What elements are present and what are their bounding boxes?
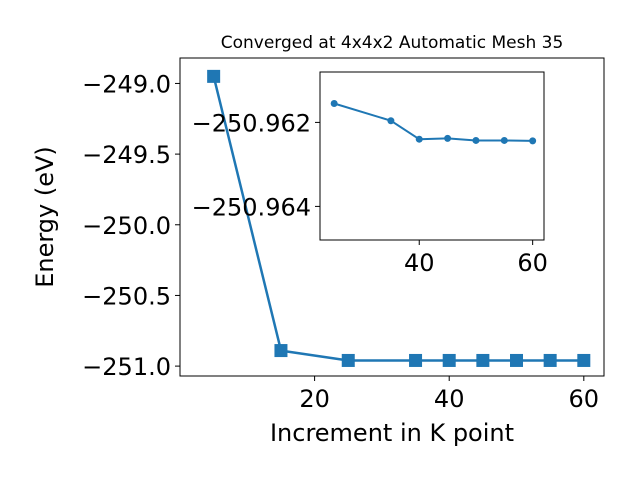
inset-y-tick-label: −250.962	[192, 109, 311, 137]
main-x-tick-label: 60	[569, 385, 600, 413]
main-data-point	[577, 353, 591, 367]
main-y-ticks: −251.0 −250.5 −250.0 −249.5 −249.0	[82, 70, 180, 381]
inset-data-point	[444, 134, 452, 142]
main-plot-area	[179, 57, 605, 377]
inset-y-ticks: −250.964 −250.962	[192, 109, 320, 221]
inset-plot-area	[319, 71, 545, 241]
y-axis-title: Energy (eV)	[31, 146, 59, 288]
main-data-point	[442, 353, 456, 367]
inset-chart: 40 60 −250.964 −250.962	[192, 71, 548, 277]
main-data-point	[207, 69, 221, 83]
inset-data-point	[415, 135, 423, 143]
main-data-point	[274, 344, 288, 358]
inset-series	[330, 100, 537, 145]
main-y-tick-label: −250.0	[82, 212, 171, 240]
chart-title: Converged at 4x4x2 Automatic Mesh 35	[221, 33, 564, 53]
main-x-tick-label: 20	[299, 385, 330, 413]
main-y-tick-label: −249.0	[82, 70, 171, 98]
inset-x-tick-label: 60	[517, 249, 548, 277]
main-y-tick-label: −250.5	[82, 282, 171, 310]
inset-x-tick-label: 40	[404, 249, 435, 277]
main-chart: Converged at 4x4x2 Automatic Mesh 35 20 4…	[31, 33, 605, 447]
inset-data-point	[330, 100, 338, 107]
inset-data-point	[529, 137, 537, 145]
main-data-point	[510, 353, 524, 367]
main-data-point	[476, 353, 490, 367]
inset-data-point	[387, 117, 395, 125]
main-y-tick-label: −249.5	[82, 141, 171, 169]
inset-data-point	[472, 136, 480, 144]
inset-data-point	[500, 136, 508, 144]
main-series	[207, 69, 591, 367]
main-data-point	[543, 353, 557, 367]
main-y-tick-label: −251.0	[82, 353, 171, 381]
x-axis-title: Increment in K point	[270, 419, 514, 447]
main-x-tick-label: 40	[434, 385, 465, 413]
main-x-ticks: 20 40 60	[299, 376, 599, 413]
inset-x-ticks: 40 60	[404, 240, 548, 277]
main-data-point	[409, 353, 423, 367]
inset-y-tick-label: −250.964	[192, 193, 311, 221]
main-data-point	[341, 353, 355, 367]
